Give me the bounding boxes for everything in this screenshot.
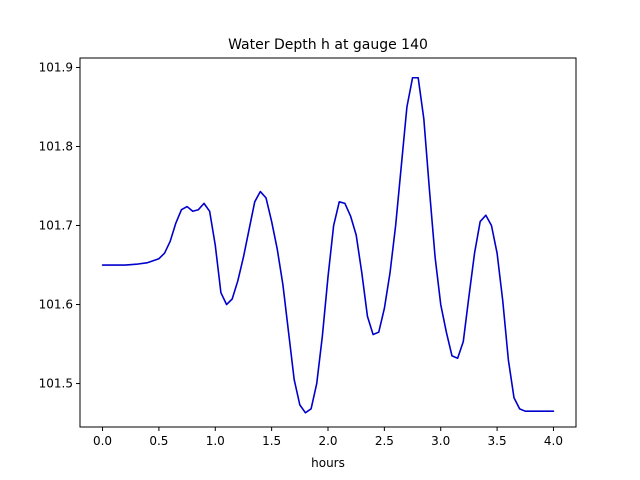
- x-tick-label: 1.5: [262, 434, 281, 448]
- x-tick-label: 2.5: [375, 434, 394, 448]
- chart-title: Water Depth h at gauge 140: [228, 37, 428, 53]
- y-tick-label: 101.9: [39, 60, 73, 74]
- x-tick-label: 0.0: [93, 434, 112, 448]
- axis-ticks: 0.0 0.5 1.0 1.5 2.0 2.5 3.0 3.5 4.0 101.5 101.6 101…: [39, 60, 563, 448]
- x-axis-label: hours: [311, 456, 345, 470]
- y-tick-label: 101.8: [39, 139, 73, 153]
- plot-area: [101, 76, 555, 414]
- y-tick-label: 101.6: [39, 298, 73, 312]
- y-tick-label: 101.7: [39, 219, 73, 233]
- y-tick-label: 101.5: [39, 377, 73, 391]
- x-tick-label: 1.0: [206, 434, 225, 448]
- x-tick-label: 2.0: [318, 434, 337, 448]
- x-tick-label: 4.0: [544, 434, 563, 448]
- x-tick-label: 3.5: [488, 434, 507, 448]
- series-line-0: [101, 76, 555, 414]
- axes-frame: [79, 57, 577, 428]
- x-tick-label: 3.0: [431, 434, 450, 448]
- x-tick-label: 0.5: [149, 434, 168, 448]
